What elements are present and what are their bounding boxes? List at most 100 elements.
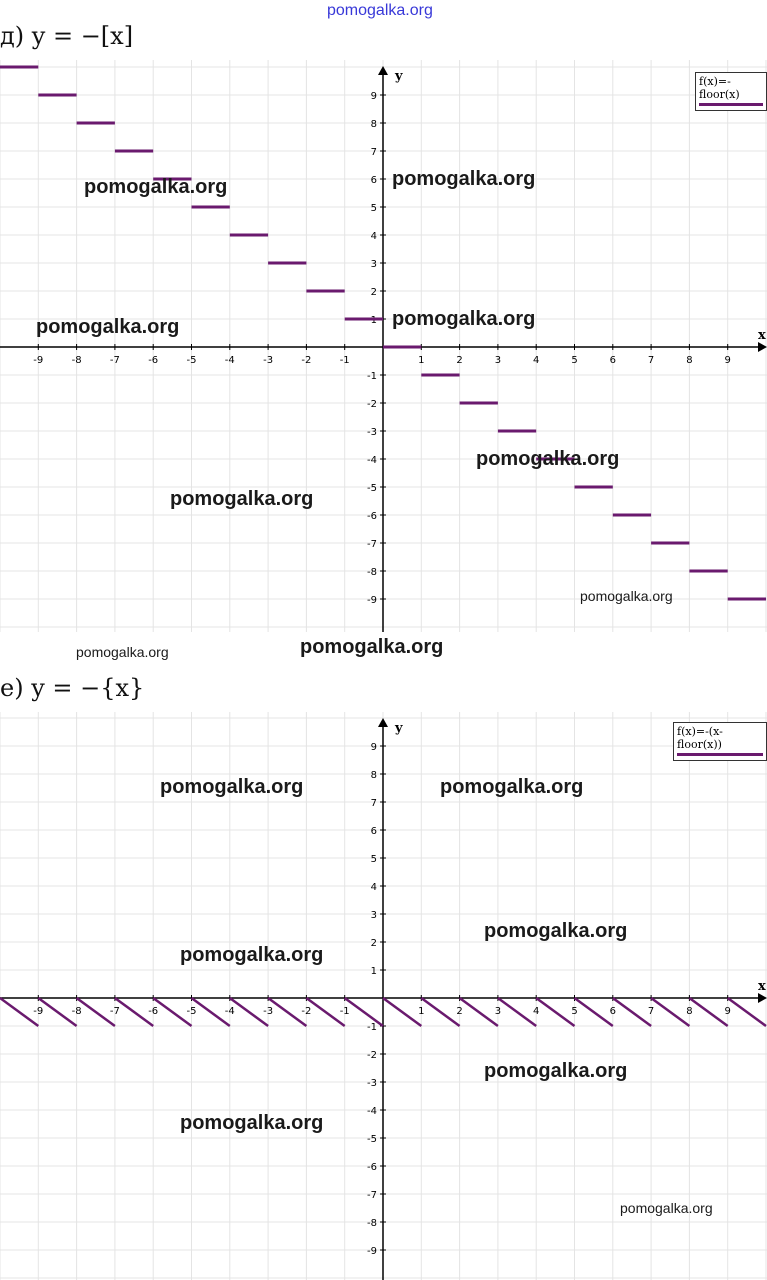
sawtooth-segment	[535, 996, 576, 1028]
chart-1-legend: f(x)=-floor(x)	[695, 72, 767, 111]
y-tick-label: -6	[367, 1162, 377, 1173]
watermark: pomogalka.org	[76, 644, 169, 660]
x-tick-label: -8	[72, 1006, 82, 1017]
x-tick-label: 4	[533, 355, 539, 366]
chart-2-title: е) y = −{x}	[0, 674, 145, 702]
legend-line	[699, 103, 763, 106]
x-tick-label: -2	[301, 355, 311, 366]
watermark: pomogalka.org	[392, 168, 536, 190]
y-tick-label: -5	[367, 483, 377, 494]
chart-1-title: д) y = −[x]	[0, 22, 134, 50]
x-tick-label: 2	[456, 355, 462, 366]
x-tick-label: 9	[725, 355, 731, 366]
x-tick-label: -6	[148, 1006, 158, 1017]
watermark: pomogalka.org	[580, 588, 673, 604]
y-axis-label: y	[394, 721, 403, 736]
y-tick-label: -7	[367, 1190, 377, 1201]
x-tick-label: -1	[340, 1006, 350, 1017]
x-tick-label: 5	[571, 1006, 577, 1017]
y-axis-label: y	[394, 69, 403, 84]
y-tick-label: -5	[367, 1134, 377, 1145]
sawtooth-segment	[612, 996, 652, 1028]
sawtooth-segment	[267, 996, 308, 1028]
x-tick-label: -7	[110, 355, 120, 366]
x-tick-label: -3	[263, 355, 273, 366]
y-tick-label: -3	[367, 427, 377, 438]
y-tick-label: -2	[367, 1050, 377, 1061]
y-tick-label: -9	[367, 595, 377, 606]
x-axis-label: x	[758, 328, 766, 343]
sawtooth-segment	[688, 996, 729, 1028]
x-tick-label: -3	[263, 1006, 273, 1017]
chart-floor: x y -9 -8 -7 -6 -5 -4 -3 -2 -1 1 2 3 4 5 6 7 8 9 -9 -8 -7 -6 -5 -…	[0, 60, 767, 632]
x-tick-label: 8	[686, 355, 692, 366]
x-tick-label: -5	[187, 355, 197, 366]
x-tick-label: 5	[571, 355, 577, 366]
watermark: pomogalka.org	[300, 636, 444, 658]
watermark: pomogalka.org	[36, 316, 180, 338]
sawtooth-segment	[37, 996, 78, 1028]
sawtooth-segment	[229, 996, 269, 1028]
watermark: pomogalka.org	[440, 776, 584, 798]
watermark: pomogalka.org	[180, 1112, 324, 1134]
y-tick-label: 1	[371, 966, 377, 977]
y-tick-label: 3	[371, 259, 377, 270]
x-tick-label: 1	[418, 1006, 424, 1017]
x-tick-label: -7	[110, 1006, 120, 1017]
y-tick-label: 5	[371, 203, 377, 214]
y-tick-label: 2	[371, 938, 377, 949]
x-tick-label: -4	[225, 1006, 235, 1017]
sawtooth-segment	[726, 996, 767, 1028]
x-tick-label: -4	[225, 355, 235, 366]
x-tick-label: -9	[33, 1006, 43, 1017]
y-tick-label: -4	[367, 1106, 377, 1117]
x-tick-label: 7	[648, 355, 654, 366]
x-tick-label: 2	[456, 1006, 462, 1017]
x-tick-label: 7	[648, 1006, 654, 1017]
legend-line	[677, 753, 763, 756]
sawtooth-segment	[420, 996, 461, 1028]
y-axis-arrow-icon	[378, 718, 388, 727]
x-tick-label: 6	[610, 355, 616, 366]
y-tick-label: -2	[367, 399, 377, 410]
watermark: pomogalka.org	[170, 488, 314, 510]
watermark: pomogalka.org	[160, 776, 304, 798]
x-tick-label: -6	[148, 355, 158, 366]
watermark: pomogalka.org	[84, 176, 228, 198]
x-axis-arrow-icon	[758, 993, 767, 1003]
y-tick-label: 4	[371, 231, 377, 242]
y-tick-label: -9	[367, 1246, 377, 1257]
y-tick-label: -7	[367, 539, 377, 550]
y-tick-label: 3	[371, 910, 377, 921]
sawtooth-segment	[650, 996, 691, 1028]
y-tick-label: 8	[371, 770, 377, 781]
chart-fractional: x y -9 -8 -7 -6 -5 -4 -3 -2 -1 1 2 3 4 5 6 7 8 9 -9 -8 -7 -6 -5 -…	[0, 712, 767, 1280]
x-tick-label: 1	[418, 355, 424, 366]
x-tick-label: -9	[33, 355, 43, 366]
y-tick-label: 7	[371, 798, 377, 809]
y-tick-label: 7	[371, 147, 377, 158]
watermark: pomogalka.org	[180, 944, 324, 966]
sawtooth-segment	[458, 996, 499, 1028]
y-tick-label: 9	[371, 742, 377, 753]
x-tick-label: -8	[72, 355, 82, 366]
y-tick-label: -8	[367, 1218, 377, 1229]
y-tick-label: -6	[367, 511, 377, 522]
y-tick-label: -4	[367, 455, 377, 466]
y-tick-label: 5	[371, 854, 377, 865]
watermark: pomogalka.org	[620, 1200, 713, 1216]
sawtooth-segment	[497, 996, 537, 1028]
sawtooth-segment	[573, 996, 614, 1028]
watermark: pomogalka.org	[484, 1060, 628, 1082]
y-tick-label: 9	[371, 91, 377, 102]
y-tick-label: 2	[371, 287, 377, 298]
x-tick-label: 4	[533, 1006, 539, 1017]
y-tick-label: 6	[371, 175, 377, 186]
x-axis-arrow-icon	[758, 342, 767, 352]
sawtooth-segment	[114, 996, 154, 1028]
sawtooth-segment	[305, 996, 346, 1028]
legend-label: f(x)=-(x-floor(x))	[677, 725, 723, 751]
x-tick-label: -1	[340, 355, 350, 366]
sawtooth-segment	[0, 996, 40, 1028]
